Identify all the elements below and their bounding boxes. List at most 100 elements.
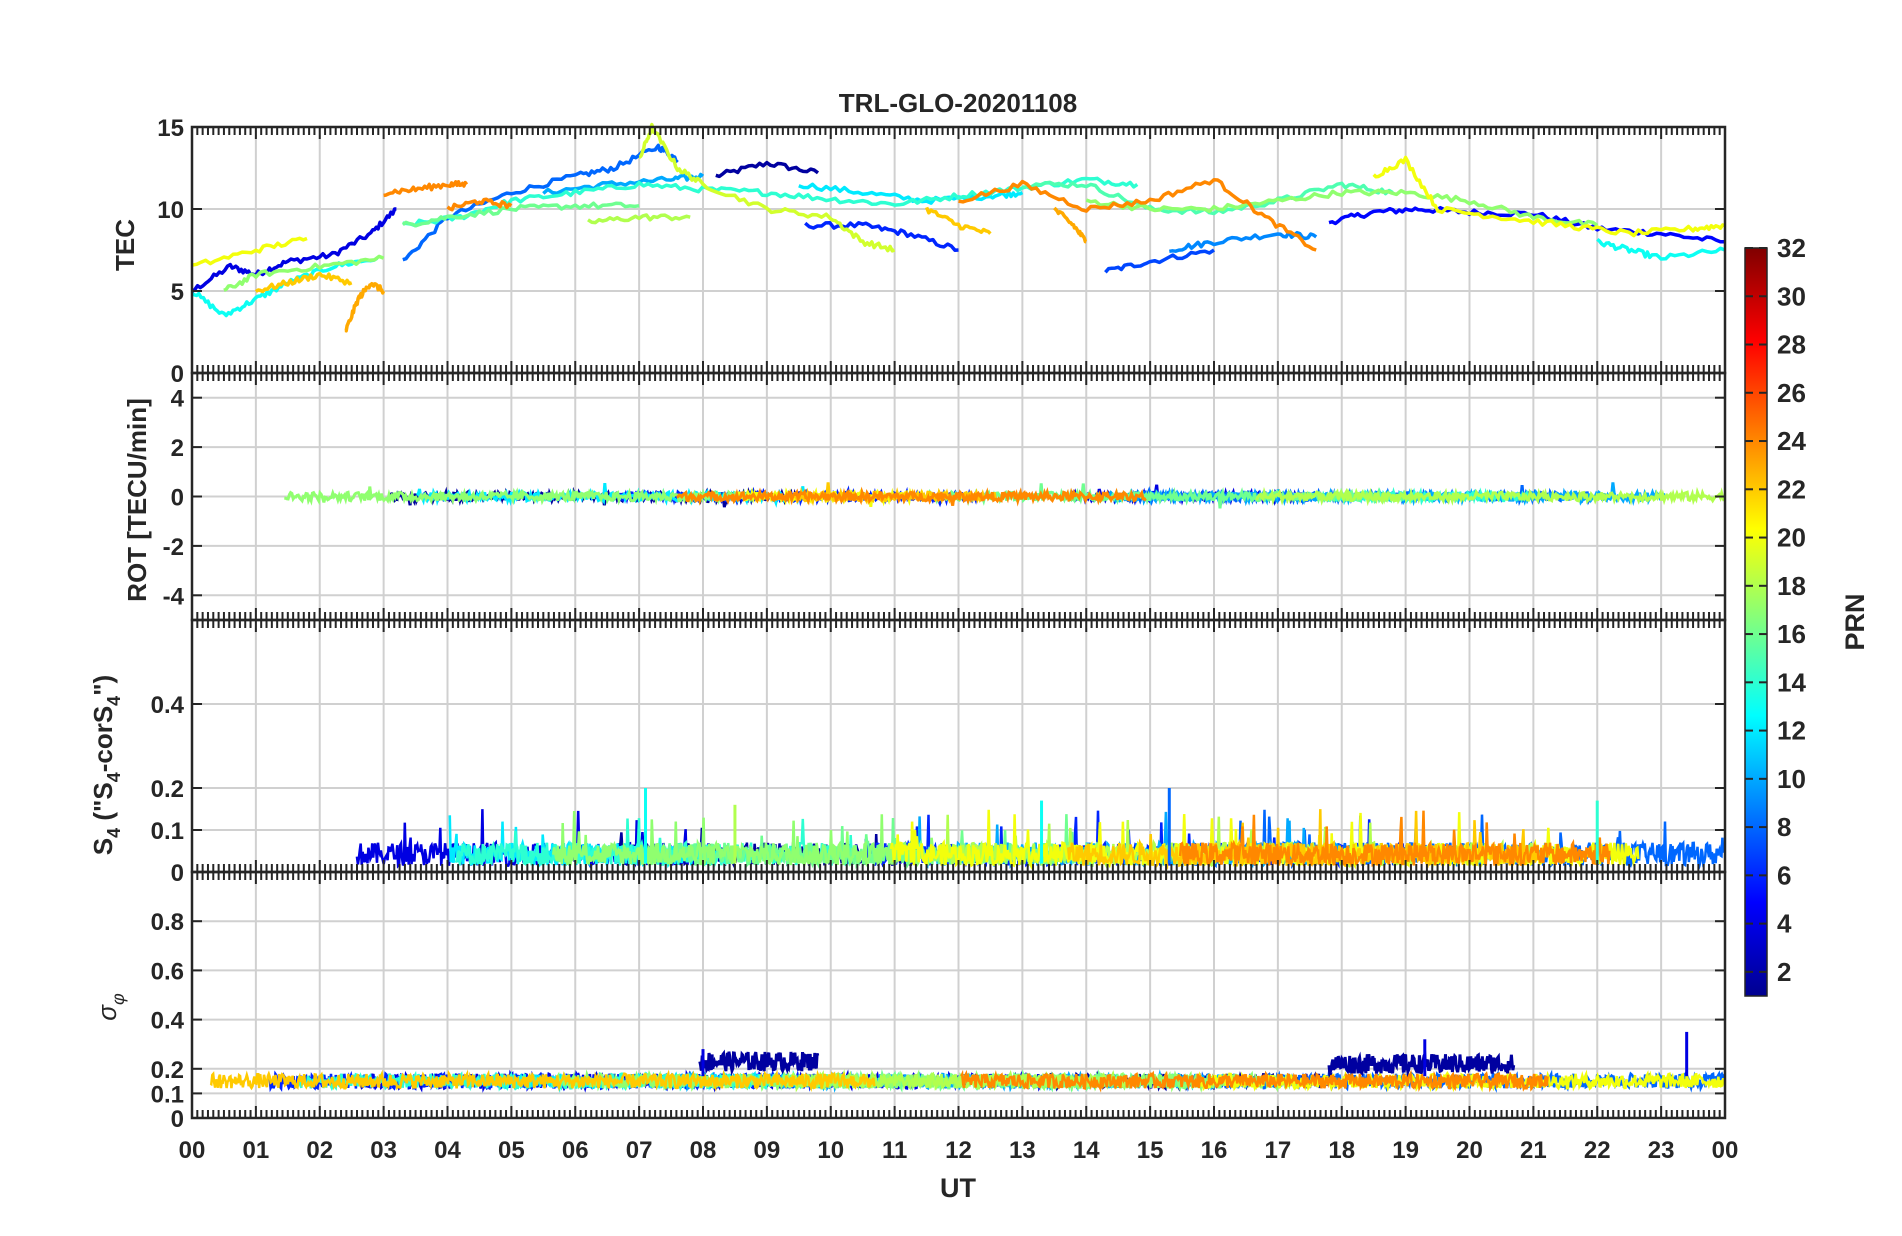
sigma-phi-axes <box>190 870 1727 1120</box>
tec-plot-area <box>191 122 1726 333</box>
colorbar-tick-label: 6 <box>1777 860 1791 890</box>
sigma-phi-ytick-label: 0.6 <box>151 958 184 985</box>
tec-series-prn-18 <box>587 213 691 225</box>
x-tick-label: 15 <box>1137 1137 1164 1164</box>
x-tick-label: 08 <box>690 1137 717 1164</box>
tec-ytick-label: 0 <box>171 361 184 388</box>
sigma-phi-ytick-label: 0.8 <box>151 909 184 936</box>
colorbar-gradient <box>1744 247 1768 997</box>
x-tick-label: 07 <box>626 1137 653 1164</box>
sigma-phi-ytick-label: 0 <box>171 1106 184 1133</box>
colorbar-tick-label: 18 <box>1777 571 1806 601</box>
colorbar-tick-label: 30 <box>1777 281 1806 311</box>
tec-ylabel: TEC <box>110 219 140 271</box>
tec-ytick-label: 10 <box>157 197 184 224</box>
s4-plot-area <box>355 788 1726 871</box>
colorbar-tick-label: 26 <box>1777 378 1806 408</box>
rot-ytick-label: 4 <box>171 386 185 413</box>
sigma-phi-ylabel: σφ <box>92 993 128 1021</box>
tec-series-prn-2 <box>715 160 820 179</box>
colorbar-tick-label: 10 <box>1777 764 1806 794</box>
colorbar-tick-label: 24 <box>1777 426 1806 456</box>
tec-series-prn-19 <box>638 122 896 253</box>
colorbar-tick-label: 14 <box>1777 667 1806 697</box>
tec-series-prn-24 <box>958 177 1317 252</box>
colorbar-tick-label: 20 <box>1777 523 1806 553</box>
sigma-phi-elevated-segment <box>698 1049 820 1076</box>
s4-ytick-label: 0.4 <box>151 692 185 719</box>
sigma-phi-series-prn-22 <box>209 1069 876 1093</box>
tec-ytick-label: 5 <box>171 279 184 306</box>
sigma-phi-panel: 00.10.2 0.4 0.6 0.8 <box>151 870 1727 1133</box>
rot-ytick-label: -2 <box>163 534 184 561</box>
rot-ylabel: ROT [TECU/min] <box>122 398 152 602</box>
sigma-phi-ytick-labels: 00.10.2 0.4 0.6 0.8 <box>151 909 185 1133</box>
tec-series-prn-23 <box>344 281 386 333</box>
colorbar-tick-label: 28 <box>1777 330 1806 360</box>
s4-ytick-label: 0.2 <box>151 776 184 803</box>
x-tick-label: 22 <box>1584 1137 1611 1164</box>
x-tick-label: 14 <box>1073 1137 1100 1164</box>
x-tick-label: 00 <box>1712 1137 1739 1164</box>
rot-ytick-label: -4 <box>163 583 185 610</box>
x-tick-label: 06 <box>562 1137 589 1164</box>
tec-ytick-labels: 0 5 10 15 <box>157 115 184 388</box>
x-tick-label: 17 <box>1265 1137 1292 1164</box>
tec-series-prn-13 <box>191 256 379 318</box>
tec-series-prn-20 <box>1372 155 1726 238</box>
x-tick-label: 21 <box>1520 1137 1547 1164</box>
colorbar-tick-label: 4 <box>1777 909 1792 939</box>
x-tick-label: 02 <box>306 1137 333 1164</box>
tec-series-prn-20 <box>191 236 308 267</box>
x-axis-label: UT <box>940 1173 976 1203</box>
tec-series-prn-14 <box>402 176 1139 228</box>
rot-ytick-labels: -4 -2 0 2 4 <box>163 386 185 611</box>
colorbar-tick-label: 16 <box>1777 619 1806 649</box>
sigma-phi-plot-area <box>209 1031 1726 1094</box>
tec-series-prn-22 <box>924 206 992 235</box>
rot-axes <box>190 371 1727 622</box>
x-tick-label: 11 <box>882 1137 907 1164</box>
x-tick-label: 18 <box>1328 1137 1355 1164</box>
s4-grid <box>191 620 1726 873</box>
tec-series-prn-12 <box>798 182 1024 205</box>
colorbar-tick-label: 22 <box>1777 474 1806 504</box>
colorbar-tick-label: 12 <box>1777 716 1806 746</box>
tec-series-prn-9 <box>1169 230 1318 254</box>
tec-series-prn-17 <box>223 254 385 292</box>
tec-series-prn-24 <box>383 180 469 198</box>
rot-series-prn-18 <box>1255 486 1726 507</box>
x-tick-label: 04 <box>434 1137 461 1164</box>
tec-series-prn-24 <box>446 197 513 212</box>
tec-axes <box>190 125 1727 375</box>
rot-series-prn-24 <box>676 486 1147 507</box>
tec-series-prn-6 <box>804 220 959 252</box>
figure-title: TRL-GLO-20201108 <box>839 88 1077 118</box>
sigma-phi-ytick-label: 0.1 <box>151 1081 184 1108</box>
x-tick-label: 01 <box>243 1137 270 1164</box>
tec-series-prn-23 <box>1053 206 1088 244</box>
s4-ytick-label: 0.1 <box>151 818 184 845</box>
s4-axes <box>190 618 1727 874</box>
colorbar-label: PRN <box>1840 593 1870 650</box>
tec-series-prn-4 <box>191 207 397 293</box>
tec-series-prn-16 <box>401 201 640 228</box>
tec-series-prn-13 <box>1596 237 1726 261</box>
x-tick-label: 12 <box>945 1137 972 1164</box>
x-tick-label: 10 <box>817 1137 844 1164</box>
sigma-phi-ytick-label: 0.4 <box>151 1008 185 1035</box>
s4-panel: 0 0.1 0.2 0.4 <box>151 618 1727 887</box>
rot-ytick-label: 0 <box>171 485 184 512</box>
s4-ytick-labels: 0 0.1 0.2 0.4 <box>151 692 185 887</box>
x-tick-labels: 00 01 02 03 04 05 06 07 08 09 10 11 12 13 14 15 16 17 18 19… <box>179 1137 1739 1164</box>
sigma-phi-elevated-segment <box>1327 1049 1516 1079</box>
tec-ytick-label: 15 <box>157 115 184 142</box>
colorbar-tick-label: 8 <box>1777 812 1791 842</box>
tec-series-prn-8 <box>402 143 679 262</box>
x-tick-label: 23 <box>1648 1137 1675 1164</box>
sigma-phi-series-prn-24 <box>960 1069 1549 1093</box>
x-tick-label: 16 <box>1201 1137 1228 1164</box>
x-tick-label: 13 <box>1009 1137 1036 1164</box>
